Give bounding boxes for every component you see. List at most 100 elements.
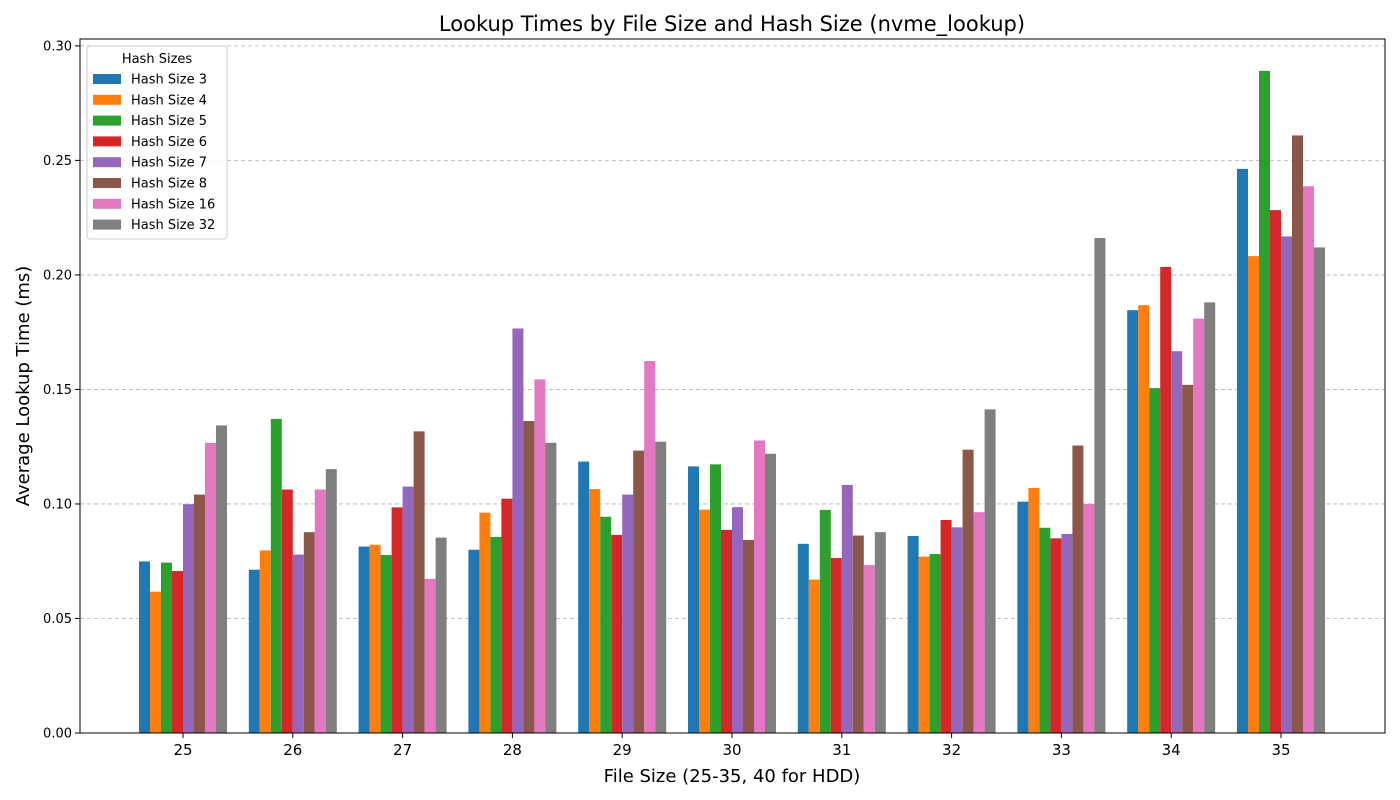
bar-hash-size-16-28: [534, 379, 546, 733]
bar-hash-size-4-29: [589, 489, 601, 733]
bar-hash-size-5-30: [710, 464, 721, 733]
bar-hash-size-3-32: [907, 536, 919, 733]
bar-hash-size-32-27: [435, 537, 447, 733]
bar-hash-size-7-29: [622, 494, 634, 733]
legend-items: Hash Size 3 Hash Size 4 Hash Size 5 Hash Si…: [93, 73, 215, 233]
bar-hash-size-16-34: [1193, 318, 1205, 733]
bar-hash-size-8-31: [852, 535, 864, 733]
x-tick-label: 32: [942, 741, 961, 759]
y-tick-label: 0.15: [43, 383, 72, 398]
bar-hash-size-8-34: [1182, 384, 1194, 733]
bar-hash-size-32-30: [765, 453, 776, 733]
bar-hash-size-6-35: [1270, 210, 1281, 734]
bar-hash-size-6-33: [1050, 538, 1062, 733]
bar-hash-size-4-32: [918, 556, 930, 733]
bar-hash-size-16-27: [424, 578, 436, 733]
bar-hash-size-8-25: [194, 494, 205, 733]
bars: [139, 70, 1325, 734]
bar-hash-size-3-29: [578, 461, 590, 733]
bar-hash-size-4-35: [1248, 256, 1259, 733]
bar-hash-size-32-35: [1314, 247, 1325, 733]
bar-hash-size-4-25: [150, 591, 161, 733]
bar-hash-size-5-35: [1259, 70, 1270, 733]
bar-hash-size-16-25: [205, 442, 216, 733]
bar-hash-size-32-31: [874, 532, 886, 733]
legend-swatch: [93, 94, 121, 105]
legend-swatch: [93, 115, 121, 126]
legend-swatch: [93, 198, 121, 209]
x-tick-label: 34: [1162, 741, 1181, 759]
bar-hash-size-5-25: [161, 562, 172, 733]
y-tick-label: 0.10: [43, 497, 72, 512]
x-tick-label: 26: [283, 741, 302, 759]
bar-hash-size-7-27: [402, 486, 414, 733]
bar-hash-size-7-32: [951, 527, 963, 733]
bar-hash-size-4-28: [479, 512, 491, 733]
bar-hash-size-32-32: [984, 409, 996, 733]
bar-hash-size-16-35: [1303, 186, 1314, 733]
bar-hash-size-32-25: [216, 425, 227, 733]
bar-hash-size-3-25: [139, 561, 150, 733]
legend-swatch: [93, 219, 121, 230]
legend-entry-label: Hash Size 7: [131, 156, 207, 171]
bar-hash-size-7-28: [512, 328, 524, 733]
bar-hash-size-6-27: [391, 507, 403, 733]
legend-swatch: [93, 157, 121, 168]
y-tick-label: 0.25: [43, 154, 72, 169]
bar-hash-size-7-34: [1171, 351, 1183, 733]
bar-hash-size-6-34: [1160, 266, 1172, 733]
bar-hash-size-16-33: [1083, 503, 1095, 733]
legend-swatch: [93, 178, 121, 188]
bar-hash-size-8-27: [413, 431, 425, 733]
y-tick-label: 0.30: [43, 39, 72, 54]
y-tick-label: 0.05: [43, 612, 72, 627]
bar-hash-size-32-29: [655, 441, 667, 733]
bar-hash-size-3-34: [1127, 310, 1139, 733]
y-tick-label: 0.20: [43, 268, 72, 283]
bar-hash-size-7-25: [183, 504, 194, 733]
bar-hash-size-6-32: [940, 519, 952, 733]
x-axis: 25 26 27 28 29 30 31 32 33 34 35: [173, 733, 1291, 759]
bar-hash-size-16-29: [644, 361, 656, 733]
x-tick-label: 25: [173, 741, 192, 759]
bar-hash-size-32-26: [325, 469, 337, 733]
x-tick-label: 30: [722, 741, 741, 759]
bar-hash-size-8-35: [1292, 135, 1303, 733]
bar-hash-size-5-32: [929, 554, 941, 733]
bar-hash-size-4-26: [259, 550, 271, 733]
bar-hash-size-3-28: [468, 549, 480, 733]
bar-hash-size-32-34: [1204, 302, 1216, 733]
bar-hash-size-4-27: [369, 544, 381, 733]
bar-hash-size-5-29: [600, 516, 612, 733]
bar-hash-size-4-31: [808, 579, 820, 733]
bar-hash-size-4-34: [1138, 305, 1150, 733]
bar-hash-size-16-30: [754, 440, 765, 733]
bar-hash-size-3-31: [797, 543, 809, 733]
bar-hash-size-8-32: [962, 449, 974, 733]
legend-entry-label: Hash Size 6: [131, 135, 207, 150]
bar-hash-size-5-28: [490, 536, 502, 733]
legend-entry-label: Hash Size 32: [131, 218, 215, 233]
bar-hash-size-6-30: [721, 529, 732, 733]
bar-hash-size-7-31: [841, 484, 853, 733]
x-tick-label: 31: [832, 741, 851, 759]
bar-hash-size-6-26: [281, 489, 293, 733]
bar-hash-size-8-26: [303, 532, 315, 733]
legend-title: Hash Sizes: [122, 52, 193, 67]
bar-hash-size-7-30: [732, 507, 743, 733]
legend-entry-label: Hash Size 8: [131, 177, 207, 192]
x-tick-label: 27: [393, 741, 412, 759]
bar-hash-size-6-28: [501, 498, 513, 733]
bar-hash-size-4-30: [699, 509, 710, 733]
bar-hash-size-6-29: [611, 534, 623, 733]
bar-hash-size-8-29: [633, 450, 645, 733]
bar-hash-size-7-35: [1281, 236, 1292, 733]
bar-hash-size-5-27: [380, 555, 392, 733]
x-tick-label: 29: [613, 741, 632, 759]
bar-hash-size-5-31: [819, 509, 831, 733]
legend-entry-label: Hash Size 16: [131, 197, 215, 212]
x-tick-label: 33: [1052, 741, 1071, 759]
x-tick-label: 35: [1271, 741, 1290, 759]
bar-hash-size-5-33: [1039, 527, 1051, 733]
